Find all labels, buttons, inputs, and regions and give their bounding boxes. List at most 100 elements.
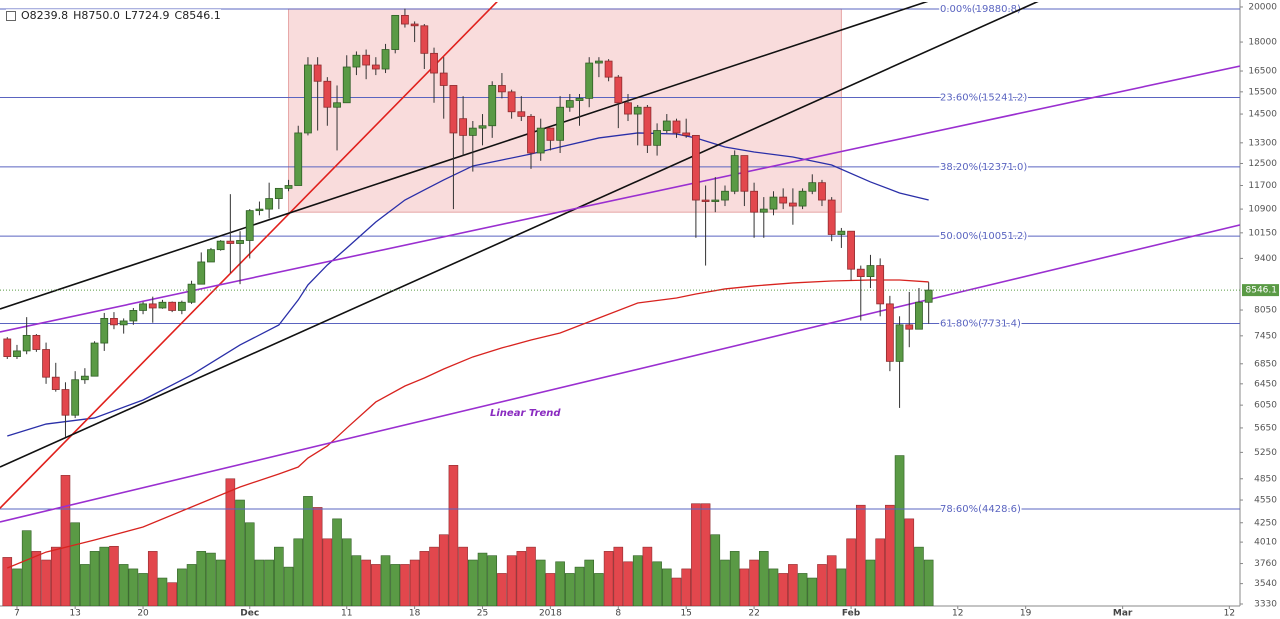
volume-bar — [438, 534, 449, 606]
volume-bar — [371, 564, 381, 606]
candle-body — [595, 60, 603, 64]
x-tick-label: 7 — [14, 609, 20, 619]
x-tick-label: Mar — [1113, 609, 1133, 619]
x-tick-label: 15 — [680, 609, 691, 619]
trend-annotation: Linear Trend — [490, 408, 561, 419]
y-tick-label: 13300 — [1248, 138, 1277, 148]
volume-bar — [283, 566, 294, 606]
low-readout: L7724.9 — [124, 9, 170, 22]
volume-bar — [671, 577, 682, 606]
y-tick-label: 15500 — [1248, 87, 1277, 97]
candle-body — [100, 318, 109, 344]
volume-bar — [186, 564, 197, 606]
volume-bar — [2, 557, 13, 606]
volume-bar — [623, 561, 633, 606]
fib-level-label: 50.00%(10051.2) — [940, 231, 1027, 242]
volume-bar — [400, 564, 410, 606]
y-tick-label: 3540 — [1254, 579, 1277, 589]
ohlc-readout: O8239.8 H8750.0 L7724.9 C8546.1 — [6, 9, 221, 22]
volume-bar — [691, 503, 701, 606]
candle-body — [352, 54, 361, 68]
y-tick-label: 4250 — [1254, 518, 1277, 528]
volume-bar — [322, 538, 333, 606]
candle-body — [856, 268, 865, 278]
candle-body — [895, 324, 904, 362]
candle-body — [13, 350, 21, 357]
volume-bar — [31, 551, 42, 606]
volume-bar — [409, 559, 420, 606]
volume-bar — [215, 559, 226, 606]
volume-bar — [419, 551, 430, 606]
candle-body — [691, 134, 700, 201]
candle-body — [333, 102, 341, 108]
candle-body — [313, 64, 322, 82]
trend-line — [0, 2, 929, 310]
volume-bar — [138, 573, 148, 606]
y-tick-label: 3330 — [1254, 599, 1277, 609]
y-tick-label: 6050 — [1254, 401, 1277, 411]
y-tick-label: 20000 — [1248, 2, 1277, 12]
candle-body — [478, 125, 487, 129]
volume-bar — [846, 538, 856, 606]
volume-bar — [468, 559, 478, 606]
candle-body — [759, 208, 768, 213]
candle-body — [711, 199, 720, 202]
candle-body — [546, 127, 555, 141]
volume-bar — [652, 561, 662, 606]
candle-body — [662, 120, 671, 131]
x-tick-label: Dec — [240, 609, 259, 619]
volume-bar — [710, 534, 721, 606]
candle-body — [284, 185, 293, 189]
candle-body — [624, 102, 632, 115]
volume-bar — [700, 503, 711, 606]
plot-area: 0.00%(19880.8) 23.60%(15241.2) 38.20%(1237… — [0, 2, 1240, 606]
candle-body — [430, 52, 438, 74]
x-tick-label: 18 — [409, 609, 421, 619]
y-tick-label: 14500 — [1248, 110, 1277, 120]
last-price-label: 8546.1 — [1246, 286, 1278, 296]
candle-body — [245, 210, 254, 241]
volume-bar — [60, 475, 71, 606]
volume-bar — [50, 546, 61, 606]
candle-body — [915, 301, 923, 330]
candle-body — [730, 155, 739, 192]
open-readout: O8239.8 — [21, 9, 69, 22]
volume-bar — [12, 568, 22, 606]
volume-bar — [788, 564, 798, 606]
fib-box — [288, 8, 842, 213]
volume-bar — [603, 551, 614, 606]
candle-body — [837, 230, 846, 235]
volume-bar — [351, 555, 362, 606]
volume-bar — [632, 555, 643, 606]
volume-bar — [254, 559, 265, 606]
candle-body — [304, 64, 312, 134]
volume-bar — [565, 573, 575, 606]
candle-body — [672, 120, 681, 134]
candle-body — [51, 376, 60, 390]
axes: 20000 18000 16500 15500 14500 13300 12500 11700… — [14, 2, 1279, 619]
candle-body — [740, 155, 749, 192]
volume-bar — [293, 538, 304, 606]
volume-bar — [613, 546, 624, 606]
candle-body — [129, 310, 138, 322]
volume-bar — [332, 518, 342, 606]
candle-body — [216, 240, 225, 251]
candle-body — [362, 54, 371, 66]
volume-bar — [807, 577, 818, 606]
candle-body — [788, 202, 797, 207]
volume-bar — [904, 518, 915, 606]
volume-bar — [594, 573, 604, 606]
volume-bar — [758, 551, 769, 606]
candle-body — [527, 115, 535, 154]
candle-body — [139, 303, 147, 311]
x-tick-label: 2018 — [539, 609, 562, 619]
candle-body — [604, 60, 613, 78]
volume-bar — [584, 559, 595, 606]
y-tick-label: 5250 — [1254, 448, 1277, 458]
candle-body — [507, 91, 516, 113]
candle-body — [779, 196, 788, 204]
fib-level-label: 23.60%(15241.2) — [940, 92, 1027, 103]
volume-bar — [244, 522, 255, 606]
candle-body — [885, 303, 894, 362]
